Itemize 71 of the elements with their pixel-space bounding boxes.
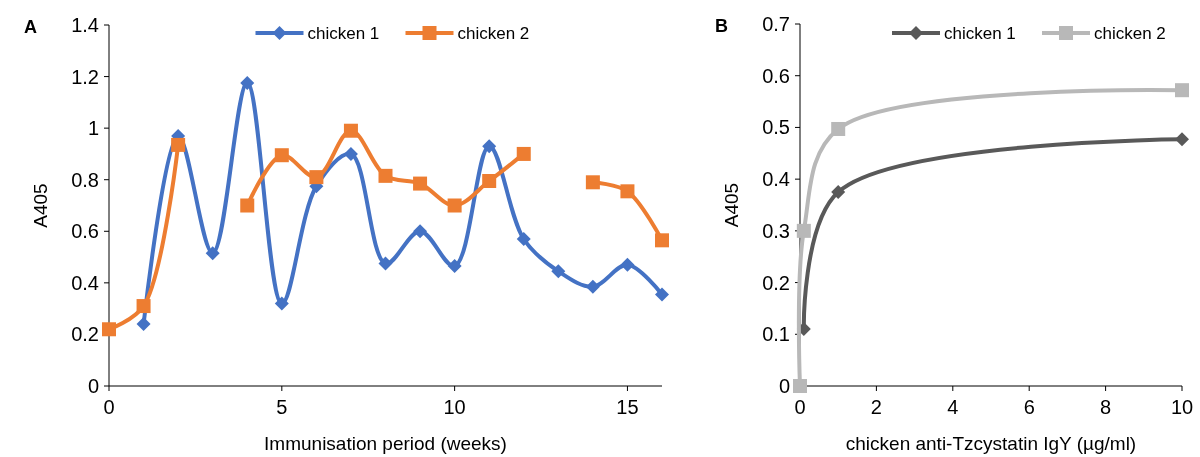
y-tick-label: 1.2 [71,65,99,88]
y-axis-title: A405 [30,183,51,228]
point [655,233,669,248]
point [136,317,151,332]
y-tick-label: 0.2 [71,323,99,346]
x-axis-title: Immunisation period (weeks) [264,433,507,454]
point [516,232,531,247]
y-tick-label: 0.2 [762,271,790,294]
y-tick-label: 0.7 [762,13,790,35]
y-tick-label: 1 [87,117,99,140]
y-tick-label: 0.3 [762,219,790,242]
point [413,176,428,191]
point [793,379,807,393]
legend-label: chicken 1 [944,23,1016,43]
x-tick-label: 15 [616,396,639,418]
chart-title: B [715,16,728,36]
point [378,256,393,271]
point [447,198,462,213]
point [413,224,428,239]
y-tick-label: 0 [87,375,99,397]
point [482,139,497,154]
point [516,146,531,161]
point [102,322,116,337]
point [240,198,255,213]
point [1175,132,1189,147]
point [343,146,358,161]
x-tick-label: 2 [870,396,882,418]
point [796,223,811,238]
x-tick-label: 6 [1023,396,1035,418]
point [447,259,462,274]
point [343,123,358,138]
point [585,175,600,190]
point [240,76,255,91]
x-tick-label: 10 [1170,396,1194,418]
y-tick-label: 0.4 [71,271,99,294]
point [482,174,497,188]
point [831,121,846,136]
chart-title: A [24,17,37,37]
x-tick-label: 0 [103,396,115,418]
x-tick-label: 0 [794,396,806,418]
point [378,168,393,183]
x-tick-label: 8 [1100,396,1112,418]
y-tick-label: 1.4 [71,14,99,36]
x-axis-title: chicken anti-Tzcystatin IgY (µg/ml) [845,433,1137,454]
y-tick-label: 0.8 [71,168,99,191]
point [136,299,151,314]
point [585,279,600,294]
point [551,264,566,279]
y-tick-label: 0.5 [762,116,790,139]
point [620,257,635,272]
point [1175,83,1189,98]
y-tick-label: 0.6 [71,220,99,243]
point [274,296,289,311]
point [274,148,289,163]
legend-label: chicken 2 [457,23,530,43]
point [205,246,220,261]
legend-label: chicken 1 [307,23,380,43]
point [620,184,635,199]
x-tick-label: 4 [947,396,959,418]
point [309,170,324,185]
legend-label: chicken 2 [1094,23,1166,43]
y-tick-label: 0.1 [762,323,790,346]
x-tick-label: 10 [443,396,466,418]
point [831,185,846,200]
y-tick-label: 0 [778,375,790,397]
y-tick-label: 0.4 [762,168,790,191]
point [171,137,186,152]
point [655,287,669,302]
y-axis-title: A405 [721,182,742,228]
x-tick-label: 5 [276,396,288,418]
y-tick-label: 0.6 [762,64,790,87]
